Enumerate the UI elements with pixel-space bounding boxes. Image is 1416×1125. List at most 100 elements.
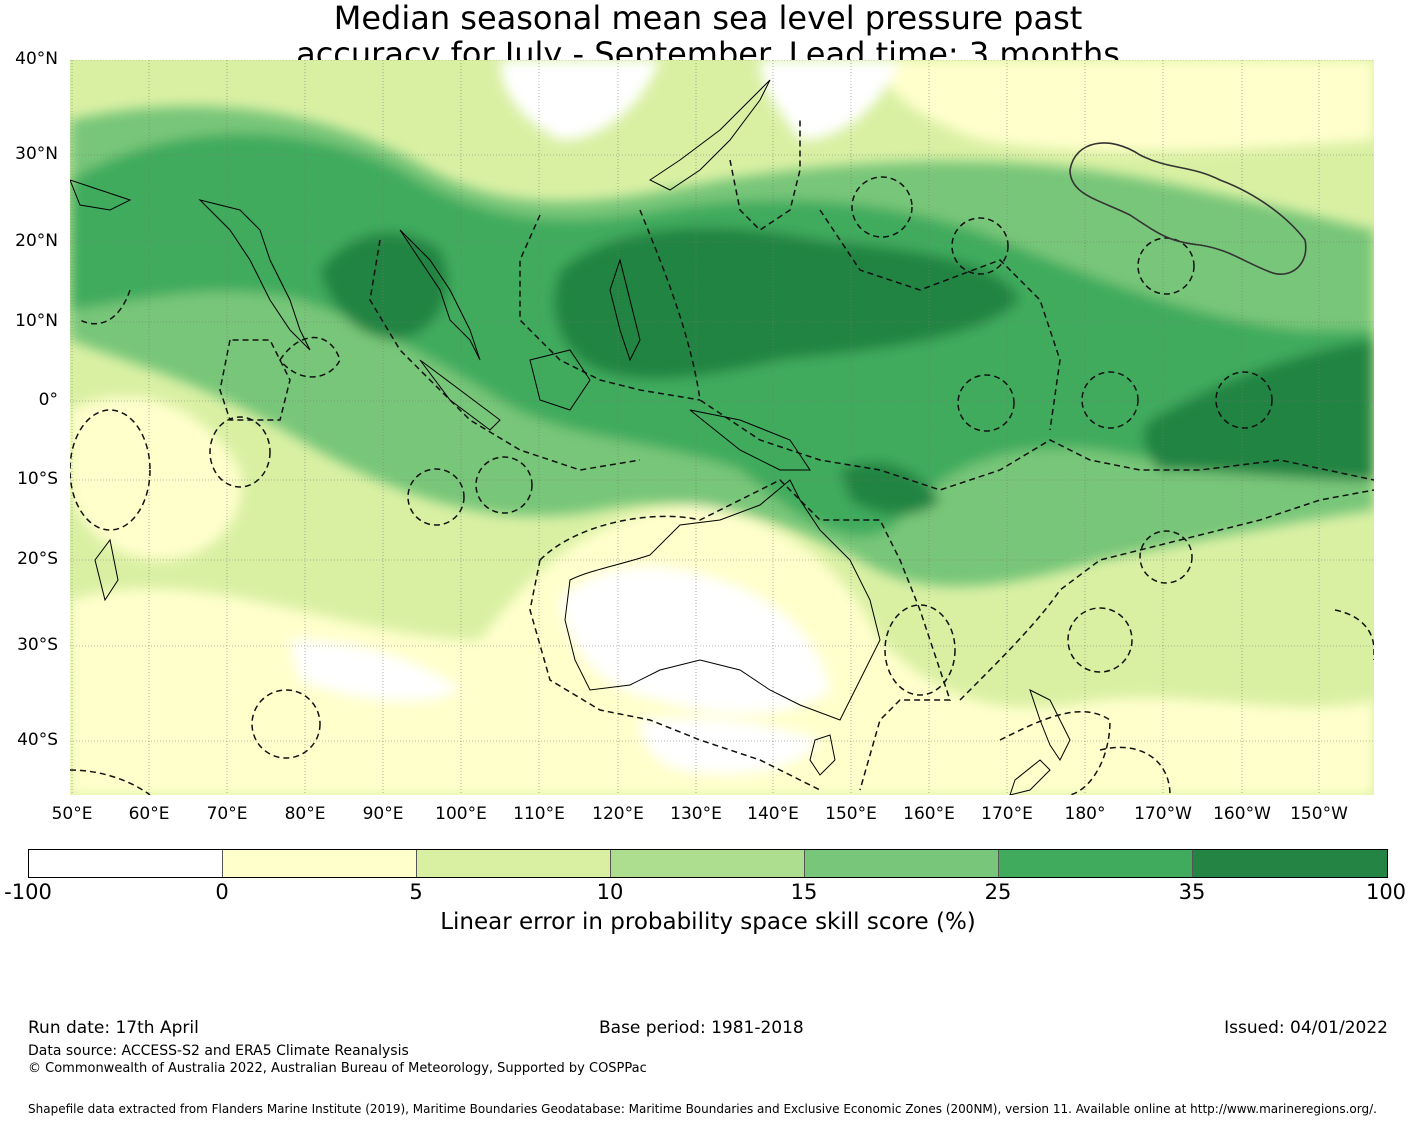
lon-label: 160°W [1213, 804, 1271, 824]
colorbar-segment-light-green [417, 850, 611, 877]
lon-label: 160°E [903, 804, 955, 824]
lat-label: 30°N [15, 144, 58, 164]
lon-label: 130°E [670, 804, 722, 824]
map-title: Median seasonal mean sea level pressure … [0, 0, 1416, 72]
lon-label: 60°E [128, 804, 170, 824]
colorbar-segment-dark-green [1193, 850, 1387, 877]
indochina-coastline [399, 229, 481, 361]
run-date: Run date: 17th April [28, 1018, 199, 1038]
lat-label: 10°N [15, 311, 58, 331]
eez-circle [957, 374, 1015, 432]
eez-line [1334, 609, 1374, 660]
eez-line [639, 209, 1374, 491]
skill-region-none-north-2 [760, 60, 900, 140]
india-coastline [198, 199, 311, 351]
eez-circle [407, 468, 465, 526]
eez-line [959, 489, 1374, 701]
eez-line [529, 479, 952, 791]
eez-circle [1081, 371, 1139, 429]
eez-circle [1067, 607, 1133, 673]
lat-label: 40°S [17, 730, 58, 750]
colorbar-tick: -100 [4, 880, 52, 904]
eez-line [819, 209, 1061, 431]
lat-label: 40°N [15, 49, 58, 69]
colorbar [28, 849, 1388, 878]
skill-region-none-southwest [290, 640, 460, 701]
eez-circle [475, 456, 533, 514]
eez-circle [1139, 530, 1193, 584]
colorbar-segment-white [29, 850, 223, 877]
skill-region-low-north [880, 60, 1374, 152]
eez-ellipse [884, 604, 956, 696]
eez-line [279, 336, 341, 378]
eez-boundaries [70, 120, 1374, 795]
lat-label: 20°S [17, 549, 58, 569]
skill-region-high-coral-sea [840, 461, 940, 515]
sumatra-coastline [419, 359, 501, 431]
eez-line [519, 214, 701, 401]
eez-circle [851, 176, 913, 238]
colorbar-tick: 0 [215, 880, 229, 904]
eez-line [729, 120, 801, 231]
lat-label: 30°S [17, 635, 58, 655]
colorbar-tick: 5 [409, 880, 423, 904]
lon-label: 100°E [435, 804, 487, 824]
japan-coastline [649, 79, 771, 191]
map-graticule [70, 60, 1374, 795]
base-period: Base period: 1981-2018 [599, 1018, 804, 1038]
colorbar-tick: 15 [790, 880, 818, 904]
title-line-1: Median seasonal mean sea level pressure … [333, 0, 1083, 37]
eez-line [79, 289, 131, 325]
eez-ellipse [70, 409, 151, 531]
eez-circle [1215, 371, 1273, 429]
map-area: 40°N 30°N 20°N 10°N 0° 10°S 20°S 30°S 40… [15, 49, 1374, 824]
colorbar-tick: 100 [1365, 880, 1407, 904]
eez-line [219, 339, 291, 421]
lon-label: 90°E [362, 804, 404, 824]
colorbar-tick: 25 [984, 880, 1012, 904]
hawaii-boundary [1069, 142, 1307, 275]
eez-line [999, 711, 1111, 795]
lon-label: 80°E [284, 804, 326, 824]
eez-line [70, 769, 151, 795]
colorbar-label: Linear error in probability space skill … [440, 909, 976, 935]
eez-ellipse [209, 416, 271, 488]
lon-label: 110°E [513, 804, 565, 824]
philippines-coastline [609, 258, 641, 362]
arabia-coastline [70, 179, 132, 211]
colorbar-segment-yellow [223, 850, 417, 877]
lat-label: 10°S [17, 469, 58, 489]
lon-label: 70°E [206, 804, 248, 824]
skill-region-none-north [500, 60, 660, 140]
colorbar-tick: 35 [1178, 880, 1206, 904]
skill-region-high-central-pacific [1143, 340, 1374, 480]
skill-region-none-tasman [640, 718, 820, 774]
data-source: Data source: ACCESS-S2 and ERA5 Climate … [28, 1043, 409, 1059]
lon-label: 150°W [1290, 804, 1348, 824]
eez-circle [251, 689, 321, 759]
skill-region-high-bay-of-bengal [320, 232, 448, 340]
eez-line [369, 239, 641, 471]
colorbar-segment-green [999, 850, 1193, 877]
borneo-coastline [529, 349, 591, 411]
australia-coastline [564, 479, 881, 721]
lon-label: 150°E [825, 804, 877, 824]
skill-score-map [70, 60, 1374, 795]
skill-region-low-southwest [70, 396, 242, 560]
lat-label: 0° [38, 390, 58, 410]
issued-date: Issued: 04/01/2022 [1224, 1018, 1388, 1038]
tasmania-coastline [809, 734, 836, 776]
lon-label: 170°W [1134, 804, 1192, 824]
lon-label: 120°E [592, 804, 644, 824]
new-guinea-coastline [689, 409, 811, 471]
shapefile-credit: Shapefile data extracted from Flanders M… [28, 1102, 1377, 1116]
lon-label: 180° [1064, 804, 1106, 824]
eez-circle [1137, 237, 1195, 295]
skill-region-high-philippines [554, 227, 1020, 379]
eez-circle [951, 217, 1009, 275]
lon-label: 140°E [747, 804, 799, 824]
eez-line [1099, 746, 1171, 795]
lon-label: 170°E [981, 804, 1033, 824]
new-zealand-south-coastline [1009, 759, 1051, 795]
copyright: © Commonwealth of Australia 2022, Austra… [28, 1061, 647, 1076]
